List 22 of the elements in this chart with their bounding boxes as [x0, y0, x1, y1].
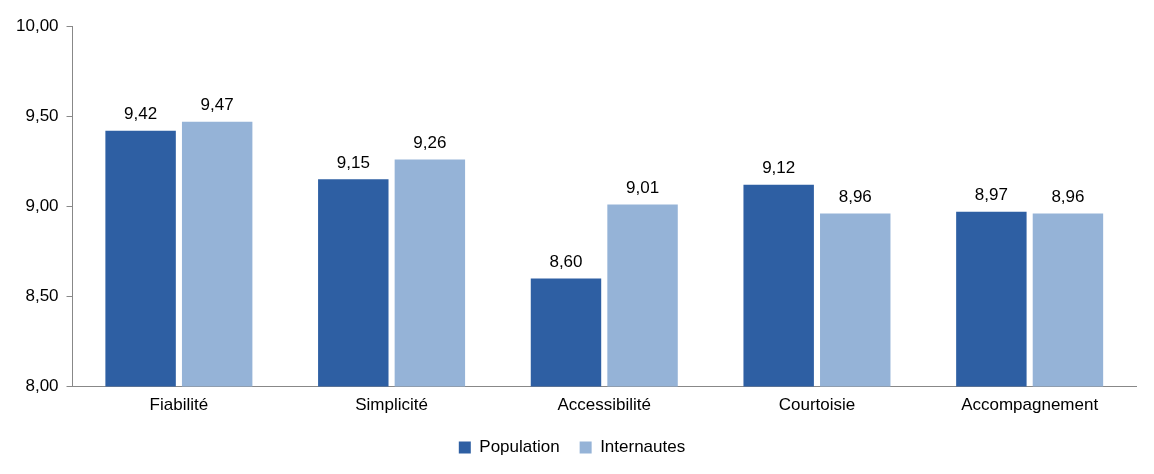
legend-label: Internautes	[600, 437, 686, 457]
data-label: 8,96	[838, 186, 872, 206]
x-tick-label: Simplicité	[355, 395, 428, 415]
data-label: 8,97	[974, 184, 1008, 204]
data-label: 9,12	[762, 157, 796, 177]
data-label: 9,15	[336, 152, 370, 172]
x-tick-label: Accompagnement	[961, 395, 1099, 415]
y-tick-label: 8,50	[25, 286, 59, 306]
y-tick-label: 8,00	[25, 376, 59, 396]
data-label: 8,60	[549, 251, 583, 271]
x-tick-label: Courtoisie	[778, 395, 856, 415]
legend-label: Population	[479, 437, 560, 457]
data-label: 8,96	[1051, 186, 1085, 206]
y-tick-label: 9,00	[25, 196, 59, 216]
x-tick-label: Accessibilité	[557, 395, 652, 415]
y-tick-label: 10,00	[15, 15, 59, 35]
x-tick-label: Fiabilité	[149, 395, 209, 415]
data-label: 9,26	[413, 132, 447, 152]
data-label: 9,47	[200, 94, 234, 114]
y-tick-label: 9,50	[25, 105, 59, 125]
data-label: 9,42	[124, 103, 158, 123]
data-label: 9,01	[626, 177, 660, 197]
